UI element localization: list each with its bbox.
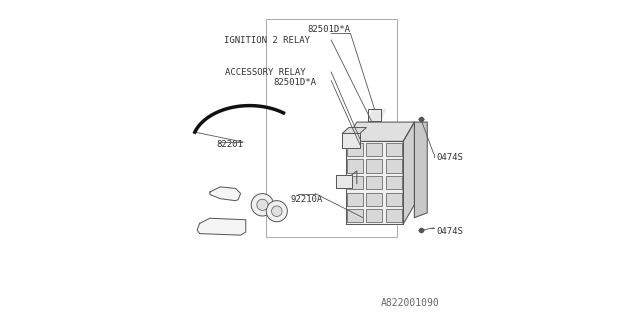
Text: 82501D*A: 82501D*A — [273, 78, 316, 87]
Polygon shape — [346, 141, 403, 224]
Polygon shape — [347, 209, 364, 222]
Circle shape — [266, 201, 287, 222]
Circle shape — [257, 199, 268, 211]
Text: 82501D*A: 82501D*A — [307, 25, 351, 34]
Polygon shape — [210, 187, 241, 201]
Polygon shape — [385, 159, 402, 173]
Polygon shape — [366, 193, 383, 206]
Text: ACCESSORY RELAY: ACCESSORY RELAY — [225, 68, 306, 77]
Text: 82201: 82201 — [216, 140, 243, 149]
Text: 0474S: 0474S — [437, 153, 463, 162]
Circle shape — [271, 206, 282, 217]
Polygon shape — [347, 143, 364, 156]
Polygon shape — [385, 143, 402, 156]
Text: 92210A: 92210A — [291, 195, 323, 204]
Polygon shape — [385, 193, 402, 206]
Text: 0474S: 0474S — [437, 227, 463, 236]
Polygon shape — [347, 159, 364, 173]
Polygon shape — [347, 193, 364, 206]
Polygon shape — [366, 209, 383, 222]
Polygon shape — [385, 209, 402, 222]
Polygon shape — [366, 176, 383, 189]
Polygon shape — [346, 122, 415, 141]
Polygon shape — [336, 175, 352, 188]
Polygon shape — [347, 176, 364, 189]
Text: IGNITION 2 RELAY: IGNITION 2 RELAY — [224, 36, 310, 45]
Polygon shape — [342, 128, 366, 133]
Circle shape — [251, 194, 274, 216]
Polygon shape — [415, 122, 428, 218]
Text: A822001090: A822001090 — [381, 298, 440, 308]
Polygon shape — [368, 109, 385, 121]
Polygon shape — [366, 143, 383, 156]
Polygon shape — [366, 159, 383, 173]
Polygon shape — [342, 133, 360, 148]
Polygon shape — [197, 218, 246, 235]
Polygon shape — [403, 122, 415, 224]
Polygon shape — [385, 176, 402, 189]
